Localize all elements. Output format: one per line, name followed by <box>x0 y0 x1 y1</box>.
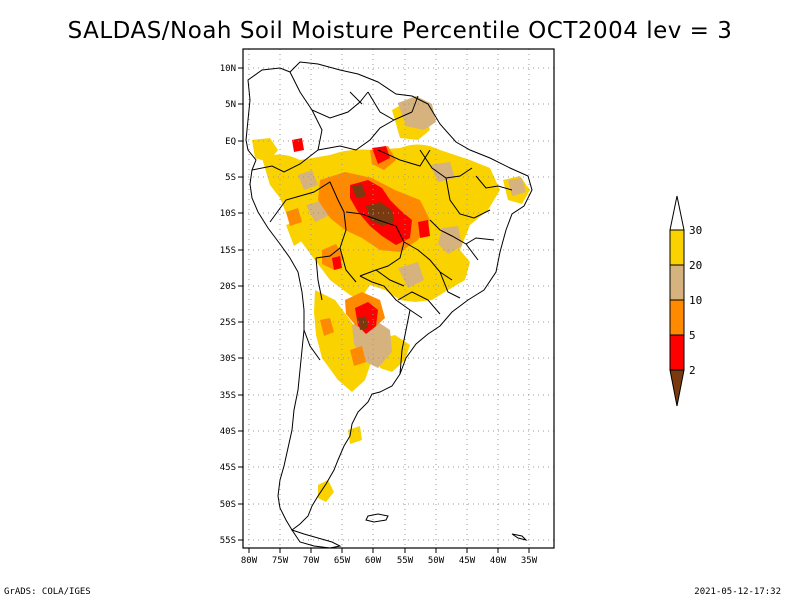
footer-credit: GrADS: COLA/IGES <box>4 587 91 597</box>
lat-label: 10S <box>220 209 236 219</box>
lat-label: 5N <box>225 100 236 110</box>
lon-label: 35W <box>521 556 538 566</box>
colorbar-label: 10 <box>689 294 702 307</box>
coastline <box>245 61 533 549</box>
colorbar-label: 20 <box>689 259 702 272</box>
grid-lines <box>243 49 554 548</box>
lat-label: 40S <box>220 427 236 437</box>
lat-label: 30S <box>220 354 236 364</box>
lat-label: 55S <box>220 536 236 546</box>
colorbar-bottom-triangle <box>669 369 685 407</box>
lon-label: 70W <box>303 556 320 566</box>
lon-label: 45W <box>459 556 476 566</box>
lat-label: 35S <box>220 391 236 401</box>
colorbar-segment-10-20 <box>669 264 685 301</box>
lat-label: 15S <box>220 246 236 256</box>
colorbar-segment-5-10 <box>669 299 685 336</box>
percentile-shading <box>252 96 530 502</box>
lat-label: 45S <box>220 463 236 473</box>
colorbar-top-triangle <box>669 195 685 231</box>
lat-label: 20S <box>220 282 236 292</box>
lon-label: 60W <box>365 556 382 566</box>
lat-label: 10N <box>220 64 236 74</box>
lat-label: 25S <box>220 318 236 328</box>
colorbar-segment-2-5 <box>669 334 685 371</box>
lon-labels: 80W 75W 70W 65W 60W 55W 50W 45W 40W 35W <box>241 556 538 566</box>
lat-label: 50S <box>220 500 236 510</box>
lat-labels: 10N 5N EQ 5S 10S 15S 20S 25S 30S 35S 40S… <box>220 64 236 546</box>
lat-label: 5S <box>225 173 236 183</box>
map-title: SALDAS/Noah Soil Moisture Percentile OCT… <box>67 18 733 44</box>
colorbar <box>669 195 685 407</box>
plot-frame <box>242 48 555 549</box>
colorbar-label: 2 <box>689 364 696 377</box>
lon-label: 65W <box>334 556 351 566</box>
lon-label: 75W <box>272 556 289 566</box>
lon-label: 80W <box>241 556 258 566</box>
footer-timestamp: 2021-05-12-17:32 <box>694 587 781 597</box>
lon-label: 55W <box>397 556 414 566</box>
colorbar-label: 5 <box>689 329 696 342</box>
tick-marks <box>238 67 530 553</box>
colorbar-labels: 30 20 10 5 2 <box>689 224 702 377</box>
lon-label: 50W <box>428 556 445 566</box>
lat-label: EQ <box>225 137 236 147</box>
lon-label: 40W <box>490 556 507 566</box>
colorbar-label: 30 <box>689 224 702 237</box>
colorbar-segment-20-30 <box>669 229 685 266</box>
